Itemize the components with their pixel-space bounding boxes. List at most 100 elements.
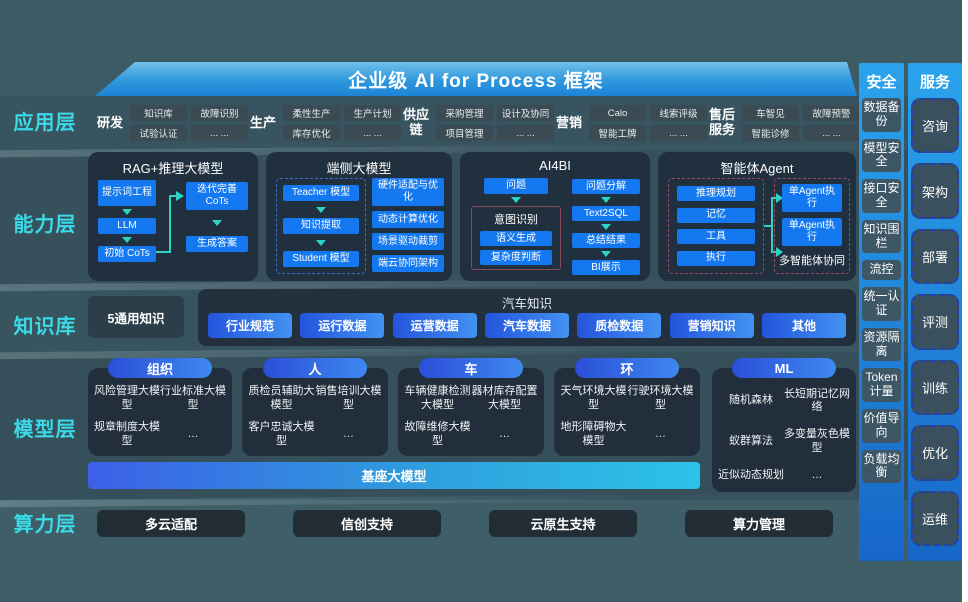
service-item: 架构 — [911, 163, 959, 219]
knowledge-chip: 其他 — [761, 313, 846, 338]
security-item: 数据备份 — [862, 98, 901, 132]
app-chip: 智能工牌 — [589, 125, 646, 141]
model-pill: 车 — [419, 358, 523, 378]
security-item: 知识围栏 — [862, 219, 901, 254]
security-item: 模型安全 — [862, 138, 901, 173]
base-model-bar: 基座大模型 — [88, 462, 700, 489]
model-cell: 规章制度大模型 — [94, 421, 160, 447]
layer-label-model: 模型层 — [13, 419, 77, 441]
intent-item: 语义生成 — [480, 231, 552, 246]
model-cell: … — [343, 428, 354, 441]
module-box: 执行 — [677, 250, 755, 266]
executor-box: 单Agent执行 — [782, 218, 842, 246]
flow-box: Teacher 模型 — [283, 185, 359, 201]
agent-modules: 推理规划 记忆 工具 执行 — [668, 178, 764, 274]
ai4bi-right-flow: 问题分解 Text2SQL 总结结果 BI展示 — [572, 179, 640, 275]
panel-ai4bi: AI4BI 问题 意图识别 语义生成 复杂度判断 问题分解 Text2SQL 总… — [460, 152, 650, 281]
app-group-label: 营销 — [555, 114, 582, 130]
panel-title: AI4BI — [539, 158, 571, 173]
knowledge-chip: 汽车数据 — [484, 313, 569, 338]
app-chip-grid: 采购管理 设计及协同 项目管理 ... ... — [436, 105, 554, 141]
flow-box: 初始 CoTs — [98, 246, 156, 262]
model-cell: 车辆健康检测大模型 — [404, 385, 471, 411]
model-cell: 质检员辅助大模型 — [248, 385, 315, 411]
panel-title: 智能体Agent — [720, 161, 794, 176]
flow-box: 提示词工程 — [98, 180, 156, 206]
service-item: 优化 — [911, 425, 959, 481]
app-chip: 智能诊修 — [742, 125, 799, 141]
framework-title: 企业级 AI for Process 框架 — [348, 70, 604, 92]
title-banner: 企业级 AI for Process 框架 — [95, 62, 857, 96]
arrow-down-icon — [316, 206, 326, 213]
option-box: 端云协同架构 — [372, 255, 444, 272]
layer-label-knowledge: 知识库 — [13, 316, 77, 338]
layer-label-application: 应用层 — [13, 112, 77, 134]
panel-edge-model: 端侧大模型 Teacher 模型 知识提取 Student 模型 硬件适配与优化… — [266, 152, 452, 281]
edge-options: 硬件适配与优化 动态计算优化 场景驱动裁剪 端云协同架构 — [372, 178, 444, 272]
flow-box: Text2SQL — [572, 206, 640, 221]
option-box: 场景驱动裁剪 — [372, 233, 444, 250]
model-grid: 随机森林 长短期记忆网络 蚁群算法 多变量灰色模型 近似动态规划 … — [718, 384, 850, 486]
option-box: 硬件适配与优化 — [372, 178, 444, 206]
connector-elbow — [156, 191, 184, 253]
model-pill: 环 — [575, 358, 679, 378]
model-card-ml: ML 随机森林 长短期记忆网络 蚁群算法 多变量灰色模型 近似动态规划 … — [712, 358, 856, 492]
right-margin — [962, 0, 968, 602]
app-chip-grid: 车智见 故障预警 智能诊修 ... ... — [742, 105, 860, 141]
security-item: 流控 — [862, 260, 901, 281]
auto-knowledge-title: 汽车知识 — [501, 297, 552, 311]
panel-agent: 智能体Agent 推理规划 记忆 工具 执行 单Agent执行 单Agent执行… — [658, 152, 856, 281]
option-box: 动态计算优化 — [372, 211, 444, 228]
app-group-rd: 研发 知识库 故障识别 试验认证 ... ... — [95, 105, 248, 141]
model-cell: … — [811, 468, 823, 481]
flow-box: LLM — [98, 218, 156, 234]
service-item: 评测 — [911, 294, 959, 350]
model-cell: 长短期记忆网络 — [784, 387, 850, 414]
service-title: 服务 — [919, 74, 950, 91]
intent-box: 意图识别 语义生成 复杂度判断 — [471, 206, 561, 270]
compute-box: 云原生支持 — [489, 510, 637, 537]
arrow-down-icon — [601, 197, 611, 203]
app-chip: Calo — [589, 105, 646, 121]
model-cell: … — [499, 428, 510, 441]
app-group-marketing: 营销 Calo 线索评级 智能工牌 ... ... — [554, 105, 707, 141]
auto-knowledge-panel: 汽车知识 行业规范 运行数据 运营数据 汽车数据 质检数据 营销知识 其他 — [198, 289, 856, 346]
app-chip: 采购管理 — [436, 105, 493, 121]
model-cell: … — [187, 428, 199, 441]
app-group-after-sales: 售后服务 车智见 故障预警 智能诊修 ... ... — [707, 105, 860, 141]
service-item: 运维 — [911, 490, 959, 546]
flow-box: 总结结果 — [572, 233, 640, 248]
panel-rag: RAG+推理大模型 提示词工程 LLM 初始 CoTs 迭代完善CoTs 生成答… — [88, 152, 258, 281]
app-group-label: 供应链 — [402, 107, 429, 137]
compute-box: 算力管理 — [685, 510, 833, 537]
model-cell: 销售培训大模型 — [315, 385, 382, 411]
security-item: 负载均衡 — [862, 449, 901, 484]
app-chip-grid: 柔性生产 生产计划 库存优化 ... ... — [283, 105, 401, 141]
layer-label-capability: 能力层 — [13, 214, 77, 236]
module-box: 推理规划 — [677, 186, 755, 202]
knowledge-chip-row: 行业规范 运行数据 运营数据 汽车数据 质检数据 营销知识 其他 — [208, 313, 846, 338]
intent-title: 意图识别 — [494, 214, 538, 226]
flow-box: BI展示 — [572, 260, 640, 275]
compute-box: 多云适配 — [97, 510, 245, 537]
executor-box: 单Agent执行 — [782, 184, 842, 212]
security-item: Token计量 — [862, 368, 901, 402]
app-chip: 设计及协同 — [497, 105, 554, 121]
flow-box: 生成答案 — [186, 236, 248, 252]
app-chip: 知识库 — [130, 105, 187, 121]
app-group-label: 售后服务 — [708, 107, 735, 137]
model-cell: 蚁群算法 — [729, 434, 773, 447]
ai4bi-left: 问题 意图识别 语义生成 复杂度判断 — [471, 178, 561, 270]
flow-box: 知识提取 — [283, 218, 359, 234]
security-item: 价值导向 — [862, 408, 901, 443]
agent-executors: 单Agent执行 单Agent执行 多智能体协同 — [774, 178, 850, 274]
compute-box: 信创支持 — [293, 510, 441, 537]
app-group-label: 研发 — [96, 114, 123, 130]
flow-box: 问题分解 — [572, 179, 640, 194]
knowledge-chip: 行业规范 — [208, 313, 292, 338]
security-column: 安全 数据备份 模型安全 接口安全 知识围栏 流控 统一认证 资源隔离 Toke… — [859, 63, 904, 561]
app-chip-grid: Calo 线索评级 智能工牌 ... ... — [589, 105, 707, 141]
intent-item: 复杂度判断 — [480, 250, 552, 265]
knowledge-chip: 营销知识 — [669, 313, 754, 338]
app-chip: ... ... — [497, 125, 554, 141]
